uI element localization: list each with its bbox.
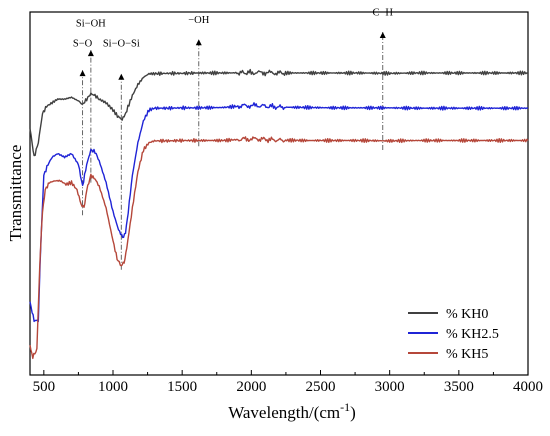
- peak-annotation: C−H: [372, 8, 393, 19]
- arrow-head: [87, 50, 94, 57]
- x-axis-title-main: Wavelength/(cm: [228, 403, 340, 422]
- peak-annotation: S−O: [73, 38, 93, 49]
- peak-annotation: Si−OH: [76, 19, 106, 30]
- arrow-head: [195, 39, 202, 46]
- arrow-head: [118, 73, 125, 80]
- x-tick-label: 4000: [513, 379, 543, 395]
- legend-label: % KH2.5: [446, 327, 499, 342]
- x-axis-ticks: 500 1000 1500 2000 2500 3000 3500 4000: [33, 370, 543, 395]
- peak-annotation: Si−O−Si: [103, 38, 140, 49]
- series-layer: [29, 68, 529, 360]
- y-axis-title: Transmittance: [6, 145, 25, 242]
- legend-label: % KH5: [446, 347, 488, 362]
- x-tick-label: 1000: [98, 379, 128, 395]
- legend: % KH0 % KH2.5 % KH5: [408, 307, 499, 362]
- legend-label: % KH0: [446, 307, 488, 322]
- peak-annotation: −OH: [188, 15, 210, 26]
- series-line: [29, 136, 529, 360]
- x-tick-label: 1500: [167, 379, 197, 395]
- x-tick-label: 2500: [306, 379, 336, 395]
- arrow-head: [79, 70, 86, 77]
- x-tick-label: 500: [33, 379, 56, 395]
- arrow-head: [379, 31, 386, 38]
- annotations: S−O Si−OH Si−O−Si −OH C−H: [73, 8, 394, 50]
- x-axis-title-sup: -1: [340, 400, 350, 414]
- series-line: [29, 102, 529, 323]
- x-tick-label: 3500: [444, 379, 474, 395]
- series-line: [29, 68, 529, 157]
- x-axis-title: Wavelength/(cm-1): [228, 400, 356, 422]
- x-tick-label: 3000: [375, 379, 405, 395]
- x-axis-title-close: ): [350, 403, 356, 422]
- guide-lines: [79, 31, 386, 270]
- x-tick-label: 2000: [236, 379, 266, 395]
